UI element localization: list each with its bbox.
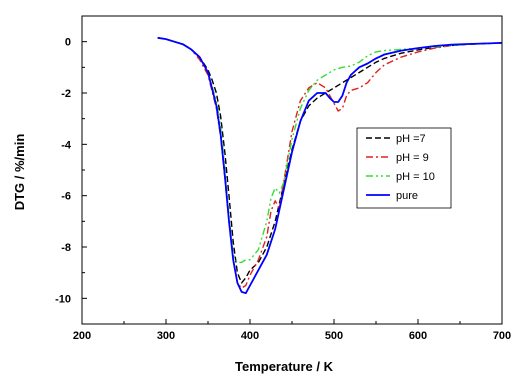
x-tick-label: 400 <box>241 330 259 342</box>
x-tick-label: 500 <box>325 330 343 342</box>
x-axis-label: Temperature / K <box>235 359 334 374</box>
series-line-3 <box>157 36 503 295</box>
x-tick-label: 300 <box>157 330 175 342</box>
y-tick-label: -8 <box>61 242 71 254</box>
y-axis-label: DTG / %/min <box>12 134 27 211</box>
y-tick-label: -4 <box>61 139 72 151</box>
x-tick-label: 600 <box>409 330 427 342</box>
legend-label-0: pH =7 <box>396 133 426 145</box>
legend-label-1: pH = 9 <box>396 152 429 164</box>
legend-label-2: pH = 10 <box>396 171 435 183</box>
legend-label-3: pure <box>396 190 418 202</box>
y-tick-label: -10 <box>55 293 71 305</box>
series-layer <box>157 36 503 295</box>
plot-frame <box>81 15 503 325</box>
y-tick-label: 0 <box>65 37 71 49</box>
y-tick-label: -6 <box>61 191 71 203</box>
x-tick-label: 200 <box>73 330 91 342</box>
axis-ticks: 200 300 400 500 600 700 0 -2 -4 -6 -8 -10 <box>55 15 511 342</box>
y-tick-label: -2 <box>61 88 71 100</box>
series-line-0 <box>157 37 503 284</box>
x-tick-label: 700 <box>493 330 511 342</box>
legend: pH =7 pH = 9 pH = 10 pure <box>356 127 452 209</box>
